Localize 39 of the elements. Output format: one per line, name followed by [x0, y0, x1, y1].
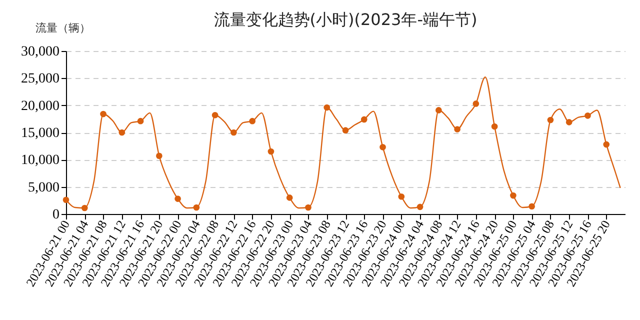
- point: [81, 204, 88, 212]
- y-tick-label: 25,000: [21, 72, 60, 87]
- y-axis-title: 流量（辆）: [36, 22, 90, 34]
- chart-title: 流量变化趋势(小时)(2023年-端午节): [214, 10, 478, 29]
- point: [416, 204, 424, 210]
- point: [62, 196, 70, 204]
- y-tick-label: 5,000: [28, 180, 60, 196]
- point: [174, 196, 181, 202]
- point: [584, 112, 591, 119]
- point: [398, 193, 405, 200]
- point: [603, 141, 610, 148]
- point: [566, 119, 572, 126]
- point: [454, 126, 460, 132]
- point: [193, 204, 200, 211]
- point: [212, 112, 218, 118]
- y-tick-label: 30,000: [21, 44, 60, 60]
- y-tick-label: 20,000: [21, 98, 60, 114]
- point: [510, 192, 516, 199]
- point: [118, 129, 126, 136]
- point: [324, 104, 330, 111]
- point: [249, 118, 256, 124]
- point: [286, 194, 293, 201]
- point: [472, 100, 480, 107]
- point: [360, 116, 368, 123]
- y-tick-label: 0: [52, 208, 60, 222]
- point: [268, 148, 274, 155]
- point: [230, 129, 237, 136]
- point: [380, 144, 386, 150]
- point: [436, 107, 442, 114]
- point: [156, 152, 162, 160]
- point: [491, 123, 498, 130]
- y-tick-label: 10,000: [21, 153, 60, 168]
- y-tick-label: 15,000: [21, 126, 60, 141]
- point: [528, 203, 535, 210]
- point: [100, 110, 106, 118]
- point: [547, 116, 554, 124]
- point: [137, 118, 144, 124]
- point: [305, 204, 312, 211]
- point: [342, 127, 349, 134]
